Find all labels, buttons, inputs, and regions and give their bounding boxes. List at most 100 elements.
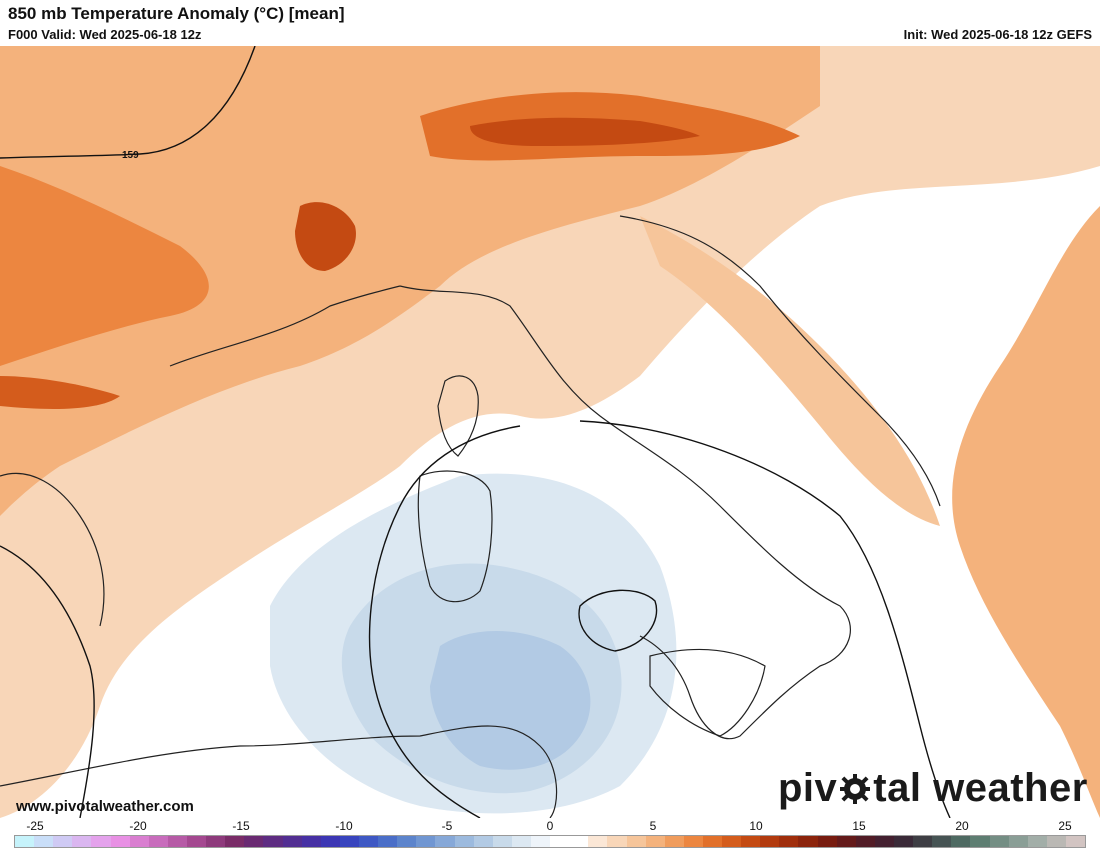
france-coastline	[169, 285, 401, 367]
colorbar-swatch	[15, 836, 35, 847]
colorbar-swatch	[492, 836, 512, 847]
colorbar-tick-label: 25	[1058, 819, 1072, 833]
colorbar-tick-label: -5	[441, 819, 453, 833]
colorbar-swatch	[779, 836, 799, 847]
cool-anomaly-core	[430, 631, 591, 770]
colorbar-swatch	[72, 836, 92, 847]
colorbar-swatch	[129, 836, 149, 847]
colorbar-swatch	[186, 836, 207, 847]
colorbar-swatch	[416, 836, 436, 847]
warm-anomaly-balkans	[952, 206, 1100, 818]
colorbar-swatch	[1027, 836, 1047, 847]
colorbar-swatch	[664, 836, 684, 847]
colorbar-swatch	[702, 836, 723, 847]
contour-line-southern	[0, 545, 95, 818]
contour-line-central	[368, 425, 521, 818]
spain-coastline	[0, 472, 105, 627]
contour-label: 159	[122, 150, 139, 161]
colorbar-swatch	[836, 836, 856, 847]
colorbar-swatch	[53, 836, 73, 847]
colorbar-swatch	[894, 836, 914, 847]
colorbar-swatch	[473, 836, 493, 847]
colorbar-swatch	[206, 836, 226, 847]
colorbar-swatch	[282, 836, 302, 847]
colorbar-swatch	[454, 836, 474, 847]
colorbar-swatch	[874, 836, 895, 847]
colorbar-swatch	[301, 836, 321, 847]
colorbar-tick-label: -15	[232, 819, 250, 833]
colorbar-swatch	[722, 836, 742, 847]
colorbar-swatch	[741, 836, 761, 847]
pivotal-weather-logo: piv tal weather	[778, 766, 1088, 811]
anomaly-map: 159	[0, 46, 1100, 818]
colorbar-swatch	[588, 836, 608, 847]
colorbar-swatch	[148, 836, 168, 847]
colorbar-tick-labels: -25 -20 -15 -10 -5 0 5 10 15 20 25	[0, 819, 1100, 833]
height-contours	[0, 46, 951, 818]
colorbar-swatch	[91, 836, 111, 847]
brand-text-right: tal weather	[873, 766, 1088, 810]
italy-coastline	[399, 285, 851, 740]
warm-anomaly-adriatic	[640, 216, 940, 526]
colorbar-swatch	[435, 836, 455, 847]
closed-low-contour	[578, 589, 658, 652]
colorbar-swatch	[530, 836, 551, 847]
colorbar	[14, 835, 1086, 848]
colorbar-tick-label: 15	[852, 819, 866, 833]
colorbar-tick-label: 5	[649, 819, 657, 833]
colorbar-swatch	[951, 836, 971, 847]
contour-line-east	[579, 420, 951, 818]
colorbar-swatch	[817, 836, 837, 847]
colorbar-swatch	[913, 836, 933, 847]
corsica-outline	[437, 375, 479, 457]
colorbar-swatch	[1046, 836, 1067, 847]
colorbar-tick-label: -10	[335, 819, 353, 833]
colorbar-swatch	[760, 836, 780, 847]
colorbar-tick-label: 10	[749, 819, 763, 833]
colorbar-swatch	[358, 836, 379, 847]
colorbar-swatch	[683, 836, 703, 847]
colorbar-tick-label: 20	[955, 819, 969, 833]
colorbar-swatch	[607, 836, 627, 847]
warm-anomaly-core-alps	[470, 117, 700, 146]
colorbar-swatch	[626, 836, 646, 847]
north-africa-coastline	[0, 725, 558, 818]
colorbar-swatch	[1066, 836, 1086, 847]
colorbar-swatch	[855, 836, 875, 847]
colorbar-swatch	[932, 836, 952, 847]
warm-anomaly-core-north	[0, 46, 820, 516]
warm-anomaly-west	[0, 166, 209, 366]
colorbar-swatch	[339, 836, 359, 847]
colorbar-swatch	[110, 836, 130, 847]
gear-icon	[840, 773, 871, 804]
colorbar-swatch	[970, 836, 990, 847]
warm-anomaly-france-core	[295, 202, 356, 271]
colorbar-swatch	[34, 836, 54, 847]
brand-text-left: piv	[778, 766, 838, 810]
contour-line-159	[0, 46, 256, 159]
colorbar-swatch	[511, 836, 531, 847]
colorbar-swatch	[989, 836, 1009, 847]
colorbar-swatch	[550, 836, 570, 847]
colorbar-swatch	[397, 836, 417, 847]
colorbar-swatch	[569, 836, 589, 847]
map-title: 850 mb Temperature Anomaly (°C) [mean]	[8, 4, 345, 23]
colorbar-swatch	[320, 836, 340, 847]
website-url: www.pivotalweather.com	[16, 798, 194, 815]
sardinia-outline	[417, 470, 493, 603]
colorbar-tick-label: -25	[26, 819, 44, 833]
valid-time: F000 Valid: Wed 2025-06-18 12z	[8, 27, 202, 42]
colorbar-tick-label: 0	[546, 819, 554, 833]
colorbar-swatch	[378, 836, 398, 847]
colorbar-swatch	[645, 836, 665, 847]
colorbar-swatch	[1008, 836, 1028, 847]
init-time: Init: Wed 2025-06-18 12z GEFS	[903, 27, 1092, 42]
colorbar-tick-label: -20	[129, 819, 147, 833]
sicily-outline	[649, 648, 766, 737]
coastlines	[0, 215, 941, 818]
colorbar-swatch	[167, 836, 187, 847]
colorbar-swatch	[244, 836, 264, 847]
colorbar-swatch	[225, 836, 245, 847]
adriatic-coastline	[619, 215, 941, 507]
warm-anomaly-west-spot	[0, 376, 120, 409]
